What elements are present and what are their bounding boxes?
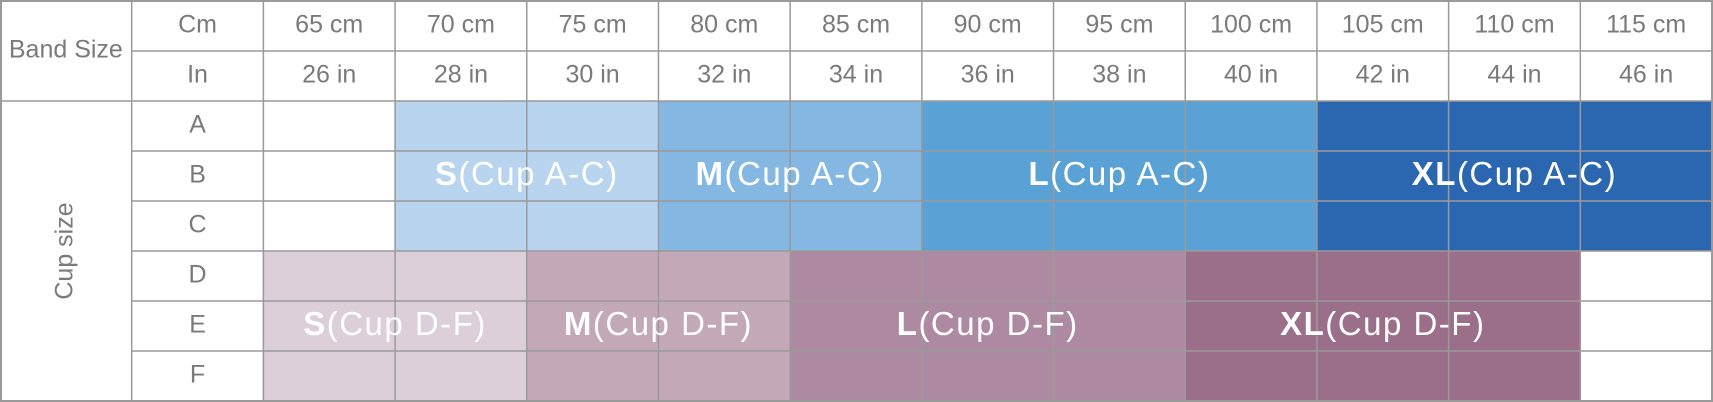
cm-label: Cm bbox=[178, 11, 217, 39]
size-name: XL bbox=[1412, 155, 1457, 192]
size-cups: (Cup D-F) bbox=[1325, 305, 1485, 342]
size-label: S(Cup D-F) bbox=[303, 305, 487, 342]
size-block bbox=[1185, 251, 1581, 401]
cup-label: A bbox=[189, 111, 206, 139]
in-value: 36 in bbox=[961, 61, 1015, 89]
cm-value: 65 cm bbox=[295, 11, 363, 39]
cup-label: F bbox=[190, 361, 205, 389]
cm-value: 115 cm bbox=[1606, 11, 1686, 39]
size-label: M(Cup D-F) bbox=[564, 305, 753, 342]
size-name: L bbox=[897, 305, 919, 342]
size-block bbox=[1316, 101, 1712, 251]
in-value: 32 in bbox=[697, 61, 751, 89]
size-name: L bbox=[1028, 155, 1050, 192]
size-name: XL bbox=[1280, 305, 1325, 342]
size-cups: (Cup D-F) bbox=[327, 305, 487, 342]
cup-label: B bbox=[189, 161, 206, 189]
cm-value: 75 cm bbox=[559, 11, 627, 39]
size-cups: (Cup A-C) bbox=[1050, 155, 1210, 192]
in-value: 46 in bbox=[1619, 61, 1673, 89]
size-cups: (Cup D-F) bbox=[593, 305, 753, 342]
size-cups: (Cup A-C) bbox=[458, 155, 618, 192]
size-block bbox=[790, 251, 1186, 401]
in-value: 44 in bbox=[1487, 61, 1541, 89]
size-cups: (Cup A-C) bbox=[725, 155, 885, 192]
in-value: 30 in bbox=[566, 61, 620, 89]
size-label: S(Cup A-C) bbox=[435, 155, 619, 192]
in-value: 42 in bbox=[1356, 61, 1410, 89]
cm-value: 85 cm bbox=[822, 11, 890, 39]
size-name: M bbox=[564, 305, 593, 342]
cup-label: C bbox=[189, 211, 207, 239]
size-label: M(Cup A-C) bbox=[696, 155, 885, 192]
size-name: S bbox=[435, 155, 459, 192]
cm-value: 110 cm bbox=[1474, 11, 1554, 39]
size-cups: (Cup A-C) bbox=[1457, 155, 1617, 192]
cm-value: 80 cm bbox=[690, 11, 758, 39]
in-value: 40 in bbox=[1224, 61, 1278, 89]
size-label: XL(Cup D-F) bbox=[1280, 305, 1485, 342]
cup-label: E bbox=[189, 311, 206, 339]
size-name: M bbox=[696, 155, 725, 192]
cm-value: 100 cm bbox=[1210, 11, 1292, 39]
size-label: XL(Cup A-C) bbox=[1412, 155, 1617, 192]
band-size-label: Band Size bbox=[9, 36, 123, 64]
in-value: 38 in bbox=[1092, 61, 1146, 89]
size-block bbox=[921, 101, 1317, 251]
cm-value: 95 cm bbox=[1085, 11, 1153, 39]
cm-value: 105 cm bbox=[1342, 11, 1424, 39]
size-label: L(Cup D-F) bbox=[897, 305, 1079, 342]
cm-value: 90 cm bbox=[954, 11, 1022, 39]
in-value: 26 in bbox=[302, 61, 356, 89]
cup-size-label: Cup size bbox=[50, 202, 78, 299]
in-value: 34 in bbox=[829, 61, 883, 89]
size-name: S bbox=[303, 305, 327, 342]
size-cups: (Cup D-F) bbox=[918, 305, 1078, 342]
cup-label: D bbox=[189, 261, 207, 289]
in-label: In bbox=[187, 61, 208, 89]
cm-value: 70 cm bbox=[427, 11, 495, 39]
size-label: L(Cup A-C) bbox=[1028, 155, 1210, 192]
in-value: 28 in bbox=[434, 61, 488, 89]
